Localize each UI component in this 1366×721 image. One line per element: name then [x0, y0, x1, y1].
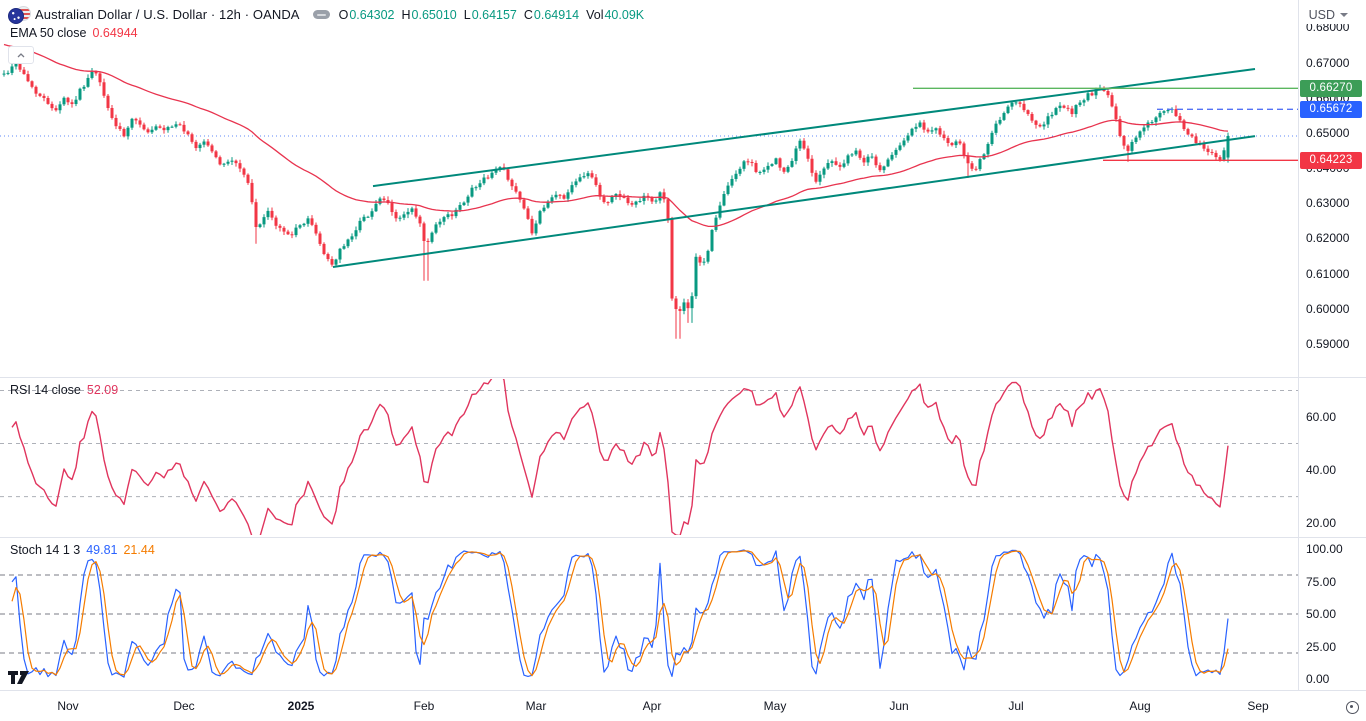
low-value: 0.64157 — [471, 7, 517, 22]
ema-legend[interactable]: EMA 50 close 0.64944 — [10, 26, 138, 40]
rsi-axis-label: 20.00 — [1306, 516, 1337, 531]
time-axis-label: Jun — [889, 699, 909, 713]
rsi-axis-label: 60.00 — [1306, 410, 1337, 424]
price-axis-label: 0.63000 — [1306, 196, 1350, 211]
support-price-badge: 0.64223 — [1300, 151, 1362, 169]
rsi-legend-value: 52.09 — [86, 383, 119, 397]
stoch-axis-label: 50.00 — [1306, 607, 1337, 621]
ema-legend-label: EMA 50 close — [10, 26, 87, 40]
stoch-axis-label: 25.00 — [1306, 639, 1337, 654]
open-value: 0.64302 — [349, 7, 395, 22]
stoch-d-value: 21.44 — [123, 543, 155, 557]
rsi-axis-label: 40.00 — [1306, 463, 1337, 478]
high-value: 0.65010 — [411, 7, 457, 22]
ohlc-values: O 0.64302 H 0.65010 L 0.64157 C 0.64914 Vol 4… — [339, 8, 645, 22]
chevron-up-icon — [17, 52, 25, 57]
stoch-k-value: 49.81 — [86, 543, 118, 557]
stoch-legend[interactable]: Stoch 14 1 3 49.81 21.44 — [10, 543, 155, 557]
time-axis-label: Apr — [642, 699, 662, 713]
currency-selector-value: USD — [1308, 8, 1335, 22]
currency-selector[interactable]: USD — [1304, 6, 1352, 24]
time-axis-label: Nov — [57, 699, 79, 713]
time-axis-label: Mar — [525, 699, 547, 713]
time-axis-label: Feb — [413, 699, 435, 713]
open-label: O — [338, 7, 349, 22]
stoch-legend-label: Stoch 14 1 3 — [10, 543, 81, 557]
price-axis-label: 0.62000 — [1306, 231, 1350, 246]
stoch-axis-label: 0.00 — [1306, 672, 1330, 686]
price-axis-label: 0.61000 — [1306, 266, 1350, 281]
resistance-price-badge: 0.66270 — [1300, 79, 1362, 97]
close-label: C — [523, 7, 533, 22]
price-axis-label: 0.67000 — [1306, 55, 1350, 70]
collapse-pane-button[interactable] — [8, 46, 34, 64]
market-status-indicator — [312, 10, 330, 19]
time-axis-label: Jul — [1008, 699, 1024, 713]
symbol-pair-logo-icon — [8, 6, 31, 24]
price-axis-label: 0.59000 — [1306, 337, 1350, 351]
time-axis-label: Aug — [1129, 699, 1151, 713]
symbol-legend[interactable]: Australian Dollar / U.S. Dollar · 12h · … — [8, 6, 645, 24]
high-label: H — [401, 7, 411, 22]
time-axis-label: Dec — [173, 699, 195, 713]
time-axis-label: May — [763, 699, 787, 713]
rsi-legend-label: RSI 14 close — [10, 383, 81, 397]
time-axis-settings-icon[interactable] — [1346, 701, 1359, 714]
symbol-title: Australian Dollar / U.S. Dollar · 12h · … — [35, 7, 300, 22]
price-axis-label: 0.60000 — [1306, 301, 1350, 316]
time-axis-label: 2025 — [287, 699, 315, 713]
rsi-legend[interactable]: RSI 14 close 52.09 — [10, 383, 118, 397]
stoch-axis-label: 100.00 — [1306, 542, 1343, 556]
price-axis-label: 0.65000 — [1306, 125, 1350, 140]
stoch-axis-label: 75.00 — [1306, 574, 1337, 589]
volume-label: Vol — [586, 7, 604, 22]
low-label: L — [463, 7, 471, 22]
minor-resistance-price-badge: 0.65672 — [1300, 100, 1362, 118]
volume-value: 40.09K — [604, 7, 645, 22]
chevron-down-icon — [1340, 13, 1348, 17]
tradingview-logo-icon — [8, 671, 29, 684]
ema-legend-value: 0.64944 — [92, 26, 138, 40]
tradingview-logo[interactable] — [8, 666, 32, 690]
time-axis-label: Sep — [1247, 699, 1269, 713]
close-value: 0.64914 — [533, 7, 580, 22]
